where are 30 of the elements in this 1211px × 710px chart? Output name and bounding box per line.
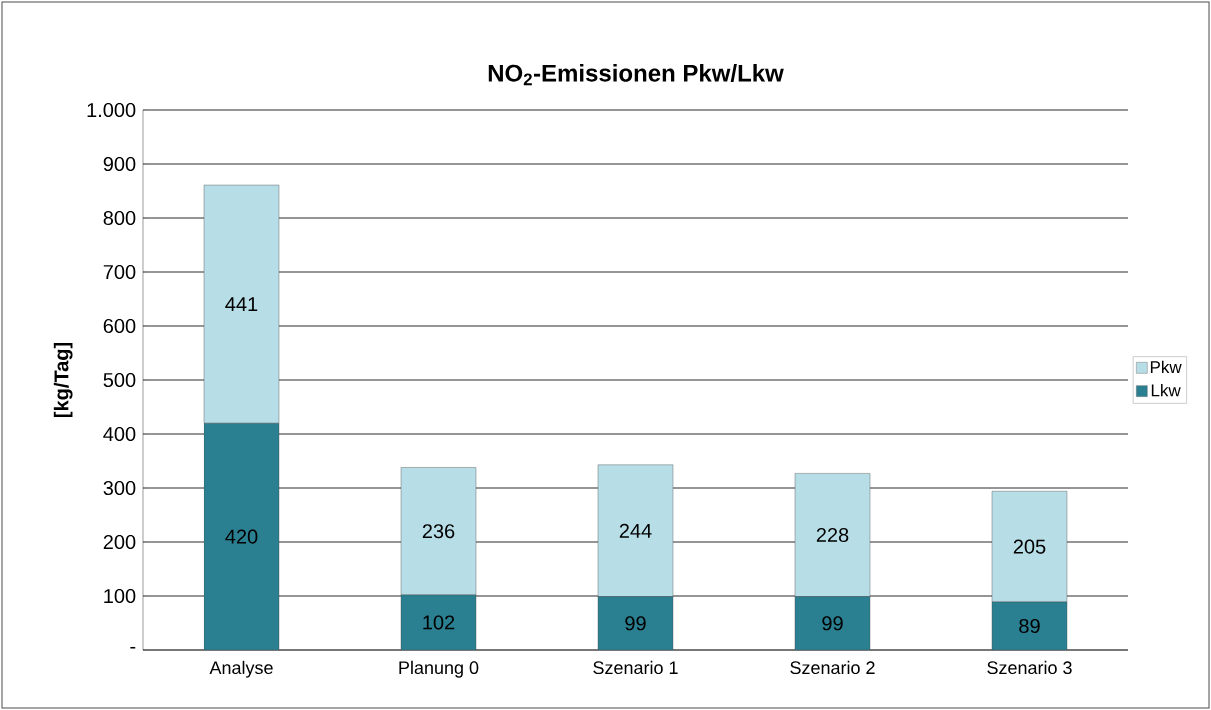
data-label: 102 xyxy=(423,615,455,630)
data-label: 205 xyxy=(1013,539,1046,554)
y-tick-label: 900 xyxy=(103,156,136,172)
legend-label: Lkw xyxy=(1151,384,1181,397)
y-tick-label: 1.000 xyxy=(87,102,136,118)
data-label: 236 xyxy=(422,524,455,539)
data-label: 244 xyxy=(619,523,652,538)
y-tick-label: 500 xyxy=(103,372,136,388)
legend-label: Pkw xyxy=(1150,360,1182,373)
y-tick-label: 800 xyxy=(103,210,136,226)
x-tick-label: Szenario 3 xyxy=(987,660,1072,675)
y-tick-label: - xyxy=(130,646,136,649)
data-label: 89 xyxy=(1019,618,1040,634)
y-tick-label: 300 xyxy=(103,480,136,496)
data-label: 99 xyxy=(625,616,646,631)
data-label: 420 xyxy=(225,529,258,544)
y-tick-label: 100 xyxy=(104,588,136,604)
data-label: 441 xyxy=(225,297,258,312)
y-tick-label: 200 xyxy=(103,534,136,550)
x-tick-label: Planung 0 xyxy=(399,660,479,678)
y-tick-label: 400 xyxy=(103,426,136,442)
x-tick-label: Szenario 1 xyxy=(593,660,678,675)
data-label: 99 xyxy=(822,616,843,631)
y-tick-label: 600 xyxy=(103,318,136,334)
x-tick-label: Szenario 2 xyxy=(790,660,875,675)
y-axis-title: [kg/Tag] xyxy=(53,342,73,418)
y-tick-label: 700 xyxy=(103,264,136,280)
x-tick-label: Analyse xyxy=(209,660,273,678)
data-label: 228 xyxy=(816,527,849,543)
chart-title: NO$_{2}$-Emissionen Pkw/Lkw xyxy=(488,64,784,86)
